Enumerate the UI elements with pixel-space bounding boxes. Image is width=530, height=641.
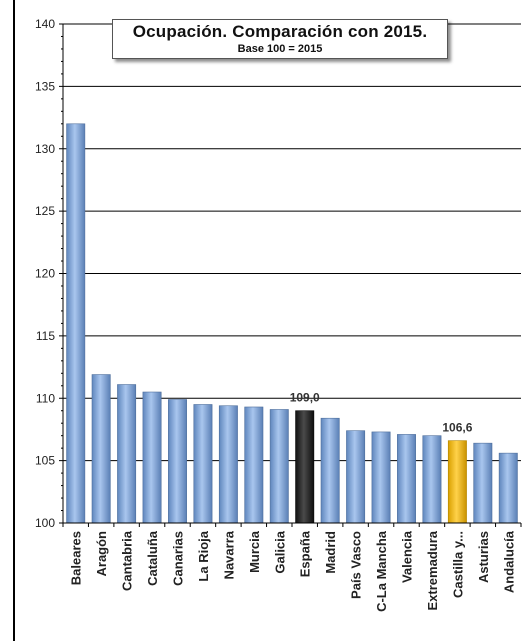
category-label: País Vasco	[349, 531, 364, 599]
bar-extremadura	[422, 435, 442, 524]
bar-pa-s-vasco	[346, 430, 366, 524]
bar-la-rioja	[193, 404, 213, 524]
chart-subtitle: Base 100 = 2015	[237, 43, 323, 55]
bar-arag-n	[91, 374, 111, 524]
y-tick-label: 100	[35, 516, 55, 530]
y-tick-label: 120	[35, 267, 55, 281]
data-label: 109,0	[290, 391, 320, 405]
category-label: España	[298, 530, 313, 577]
chart-title-box: Ocupación. Comparación con 2015. Base 10…	[112, 19, 448, 59]
category-label: Asturias	[476, 531, 491, 583]
y-tick-label: 135	[35, 79, 55, 93]
bar-catalu-a	[142, 391, 162, 524]
bars	[66, 123, 518, 524]
bar-castilla-y-	[447, 440, 467, 524]
y-tick-label: 105	[35, 454, 55, 468]
bar-asturias	[473, 442, 493, 524]
data-label: 106,6	[442, 421, 472, 435]
category-label: Galicia	[272, 530, 287, 573]
category-label: Madrid	[323, 531, 338, 574]
bar-andaluc-a	[498, 452, 518, 524]
y-axis-ticks: 100 105 110 115 120 125 130 135 140	[35, 17, 63, 530]
category-labels: Baleares Aragón Cantabria Cataluña Canarias L…	[62, 523, 522, 612]
data-labels: 109,0 106,6	[290, 391, 473, 435]
category-label: Murcia	[247, 530, 262, 573]
y-tick-label: 140	[35, 17, 55, 31]
category-label: La Rioja	[196, 530, 211, 581]
bar-navarra	[218, 405, 238, 524]
bar-galicia	[269, 409, 289, 524]
category-label: Navarra	[221, 530, 236, 579]
category-label: Castilla y...	[450, 531, 465, 598]
y-tick-label: 130	[35, 142, 55, 156]
bar-canarias	[168, 399, 187, 524]
chart-title: Ocupación. Comparación con 2015.	[132, 22, 428, 41]
category-label: Extremadura	[425, 530, 440, 610]
category-label: Cantabria	[120, 530, 135, 591]
bar-baleares	[66, 123, 86, 524]
bar-valencia	[397, 434, 416, 524]
category-label: C-La Mancha	[374, 530, 389, 612]
y-tick-label: 110	[36, 391, 55, 405]
bar-madrid	[320, 417, 340, 524]
category-label: Aragón	[94, 531, 109, 577]
bar-murcia	[244, 406, 264, 524]
bar-cantabria	[117, 384, 137, 524]
category-label: Cataluña	[145, 530, 160, 586]
category-label: Baleares	[69, 531, 84, 585]
y-tick-label: 115	[36, 329, 55, 343]
category-label: Canarias	[171, 531, 186, 586]
y-tick-label: 125	[35, 204, 55, 218]
bar-c-la-mancha	[371, 431, 391, 524]
category-label: Andalucía	[501, 530, 516, 593]
bar-espa-a	[295, 410, 315, 524]
category-label: Valencia	[400, 530, 415, 583]
